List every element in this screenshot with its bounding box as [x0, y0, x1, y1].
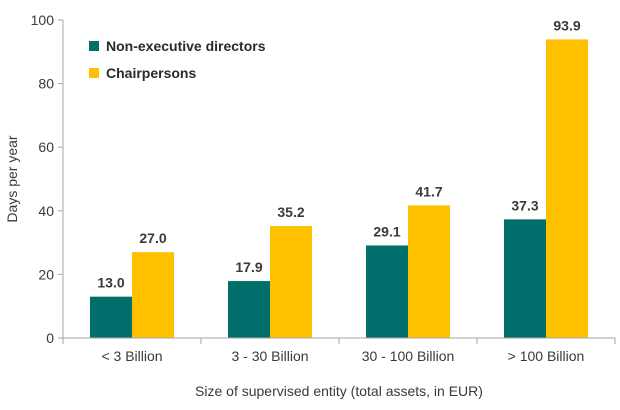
legend-box: [80, 30, 295, 90]
legend-swatch-non-executive-directors: [89, 41, 99, 51]
x-tick-label-3-30-billion: 3 - 30 Billion: [231, 348, 308, 364]
bar-chairpersons-3-billion: [132, 252, 174, 338]
data-label-chairpersons-100-billion: 93.9: [553, 17, 580, 33]
legend-label-chairpersons: Chairpersons: [106, 65, 196, 81]
x-tick-label-30-100-billion: 30 - 100 Billion: [362, 348, 455, 364]
data-label-non-executive-directors-3-30-billion: 17.9: [235, 259, 262, 275]
data-label-non-executive-directors-3-billion: 13.0: [97, 275, 124, 291]
y-ticks: 0 20 40 60 80 100: [31, 12, 63, 346]
x-tick-label-100-billion: > 100 Billion: [508, 348, 585, 364]
y-tick-label-60: 60: [38, 139, 54, 155]
data-label-chairpersons-3-30-billion: 35.2: [277, 204, 304, 220]
bar-non-executive-directors-100-billion: [504, 219, 546, 338]
data-label-chairpersons-3-billion: 27.0: [139, 230, 166, 246]
bars-layer: [90, 39, 588, 338]
data-label-non-executive-directors-100-billion: 37.3: [511, 197, 538, 213]
y-tick-label-0: 0: [46, 330, 54, 346]
x-tick-label-3-billion: < 3 Billion: [101, 348, 162, 364]
y-tick-label-40: 40: [38, 203, 54, 219]
data-label-non-executive-directors-30-100-billion: 29.1: [373, 223, 400, 239]
bar-chairpersons-30-100-billion: [408, 205, 450, 338]
bar-chairpersons-3-30-billion: [270, 226, 312, 338]
bar-non-executive-directors-30-100-billion: [366, 245, 408, 338]
x-ticks: < 3 Billion 3 - 30 Billion 30 - 100 Billio…: [62, 338, 616, 364]
x-axis-title: Size of supervised entity (total assets,…: [195, 383, 483, 399]
y-axis-title: Days per year: [4, 135, 20, 222]
y-tick-label-20: 20: [38, 266, 54, 282]
legend-swatch-chairpersons: [89, 68, 99, 78]
y-tick-label-100: 100: [31, 12, 55, 28]
data-label-chairpersons-30-100-billion: 41.7: [415, 183, 442, 199]
data-labels: 13.0 27.0 17.9 35.2 29.1 41.7 37.3 93.9: [97, 17, 580, 290]
bar-non-executive-directors-3-30-billion: [228, 281, 270, 338]
legend-label-non-executive-directors: Non-executive directors: [106, 38, 266, 54]
bar-non-executive-directors-3-billion: [90, 296, 132, 338]
legend: Non-executive directors Chairpersons: [80, 30, 295, 90]
y-tick-label-80: 80: [38, 76, 54, 92]
bar-chairpersons-100-billion: [546, 39, 588, 338]
